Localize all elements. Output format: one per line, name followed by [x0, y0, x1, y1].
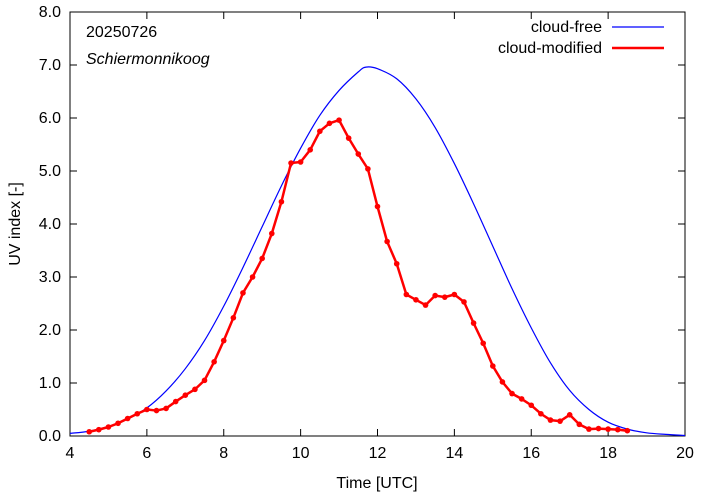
series-line-cloud-modified [88, 118, 628, 433]
data-point-cloud-modified [220, 337, 227, 344]
data-point-cloud-modified [297, 159, 304, 165]
data-point-cloud-modified [374, 203, 381, 210]
data-point-cloud-modified [268, 230, 275, 237]
legend-label-cloud-free: cloud-free [531, 19, 602, 36]
x-tick-label: 8 [219, 445, 228, 462]
data-point-cloud-modified [403, 291, 410, 298]
data-point-cloud-modified [614, 426, 621, 433]
data-point-cloud-modified [182, 392, 189, 398]
data-point-cloud-modified [134, 410, 141, 417]
data-point-cloud-modified [509, 390, 515, 397]
series-line-cloud-free [69, 66, 686, 437]
y-tick-label: 6.0 [39, 110, 61, 127]
y-tick-label: 7.0 [39, 57, 61, 74]
data-point-cloud-modified [566, 412, 573, 418]
y-tick-label: 1.0 [39, 375, 61, 392]
data-point-cloud-modified [288, 160, 294, 166]
x-tick-label: 6 [142, 445, 151, 462]
location-annotation: Schiermonnikoog [86, 51, 210, 68]
data-point-cloud-modified [355, 151, 362, 157]
x-tick-label: 20 [676, 445, 694, 462]
data-point-cloud-modified [441, 294, 448, 300]
series-layer [69, 66, 686, 437]
data-point-cloud-modified [393, 260, 400, 267]
y-tick-label: 2.0 [39, 322, 61, 339]
data-point-cloud-modified [413, 296, 419, 303]
y-tick-label: 5.0 [39, 163, 61, 180]
x-tick-label: 4 [66, 445, 75, 462]
data-point-cloud-modified [259, 255, 265, 262]
y-axis-title: UV index [-] [7, 182, 24, 266]
data-point-cloud-modified [317, 128, 323, 135]
data-point-cloud-modified [249, 274, 256, 280]
data-point-cloud-modified [461, 299, 467, 305]
date-annotation: 20250726 [86, 24, 157, 41]
data-point-cloud-modified [470, 320, 477, 326]
legend-label-cloud-modified: cloud-modified [498, 40, 602, 57]
data-point-cloud-modified [115, 420, 121, 427]
data-point-cloud-modified [595, 425, 602, 432]
data-point-cloud-modified [86, 428, 93, 435]
data-point-cloud-modified [518, 396, 525, 402]
data-point-cloud-modified [307, 147, 314, 153]
data-point-cloud-modified [432, 292, 438, 299]
data-point-cloud-modified [605, 426, 611, 432]
data-point-cloud-modified [201, 377, 208, 384]
y-tick-label: 8.0 [39, 4, 61, 21]
data-point-cloud-modified [230, 315, 237, 321]
data-point-cloud-modified [624, 427, 631, 434]
data-point-cloud-modified [278, 198, 285, 205]
plot-frame [69, 11, 686, 437]
data-point-cloud-modified [96, 426, 102, 433]
data-point-cloud-modified [586, 426, 592, 432]
data-point-cloud-modified [336, 117, 342, 123]
x-tick-label: 18 [599, 445, 617, 462]
data-point-cloud-modified [192, 386, 198, 393]
x-axis-title: Time [UTC] [336, 475, 417, 492]
x-tick-label: 12 [369, 445, 387, 462]
data-point-cloud-modified [480, 340, 487, 347]
data-point-cloud-modified [499, 379, 506, 385]
legend: cloud-free cloud-modified [498, 19, 664, 57]
data-point-cloud-modified [153, 407, 160, 414]
data-point-cloud-modified [451, 291, 458, 298]
data-point-cloud-modified [144, 406, 150, 413]
axis-ticks: 4 6 8 10 12 14 16 18 20 0.0 1.0 2.0 3.0 4.0 5.0 6.0 7.0 8… [39, 4, 694, 462]
data-point-cloud-modified [538, 410, 544, 417]
y-tick-label: 4.0 [39, 216, 61, 233]
data-point-cloud-modified [490, 363, 496, 369]
data-point-cloud-modified [211, 359, 217, 365]
data-point-cloud-modified [547, 417, 554, 423]
data-point-cloud-modified [326, 120, 333, 127]
data-point-cloud-modified [365, 166, 371, 172]
x-tick-label: 14 [445, 445, 463, 462]
data-point-cloud-modified [345, 135, 352, 141]
data-point-cloud-modified [105, 424, 112, 430]
data-point-cloud-modified [576, 421, 583, 428]
x-tick-label: 10 [292, 445, 310, 462]
x-tick-label: 16 [522, 445, 540, 462]
y-tick-label: 3.0 [39, 269, 61, 286]
data-point-cloud-modified [240, 290, 246, 296]
data-point-cloud-modified [422, 302, 429, 308]
data-point-cloud-modified [557, 418, 563, 424]
data-point-cloud-modified [384, 238, 390, 245]
data-point-cloud-modified [163, 405, 169, 412]
data-point-cloud-modified [528, 402, 535, 409]
data-point-cloud-modified [172, 398, 179, 405]
data-point-cloud-modified [124, 415, 131, 422]
y-tick-label: 0.0 [39, 428, 61, 445]
